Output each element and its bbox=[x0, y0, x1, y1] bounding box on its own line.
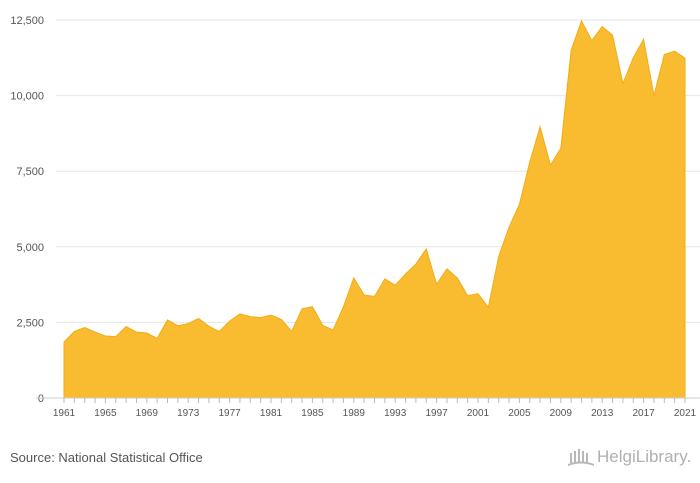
x-tick-label: 1965 bbox=[94, 408, 117, 419]
y-tick-label: 0 bbox=[38, 393, 44, 405]
x-tick-label: 1961 bbox=[53, 408, 76, 419]
x-tick-label: 1973 bbox=[177, 408, 200, 419]
y-tick-label: 7,500 bbox=[16, 166, 44, 178]
y-tick-label: 5,000 bbox=[16, 242, 44, 254]
x-tick-label: 1985 bbox=[301, 408, 324, 419]
x-tick-label: 2009 bbox=[550, 408, 573, 419]
logo-text: HelgiLibrary. bbox=[597, 447, 692, 466]
y-tick-label: 10,000 bbox=[10, 91, 44, 103]
x-tick-label: 2017 bbox=[632, 408, 655, 419]
x-tick-label: 2013 bbox=[591, 408, 614, 419]
library-building-icon bbox=[568, 449, 594, 466]
x-tick-label: 1981 bbox=[260, 408, 283, 419]
x-tick-label: 2021 bbox=[674, 408, 697, 419]
y-axis-ticks: 0 2,500 5,000 7,500 10,000 12,500 bbox=[10, 15, 44, 405]
x-axis-ticks: 1961 1965 1969 1973 1977 1981 1985 1989 1993 1997… bbox=[53, 398, 697, 419]
x-tick-label: 2005 bbox=[508, 408, 531, 419]
x-tick-label: 1969 bbox=[136, 408, 159, 419]
x-tick-label: 1997 bbox=[425, 408, 448, 419]
helgi-library-logo: HelgiLibrary. bbox=[568, 447, 691, 467]
x-tick-label: 1989 bbox=[343, 408, 366, 419]
source-note: Source: National Statistical Office bbox=[10, 450, 203, 465]
x-tick-label: 2001 bbox=[467, 408, 490, 419]
x-tick-label: 1977 bbox=[218, 408, 241, 419]
y-tick-label: 12,500 bbox=[10, 15, 44, 27]
series-area bbox=[63, 19, 686, 399]
x-tick-label: 1993 bbox=[384, 408, 407, 419]
y-tick-label: 2,500 bbox=[16, 317, 44, 329]
